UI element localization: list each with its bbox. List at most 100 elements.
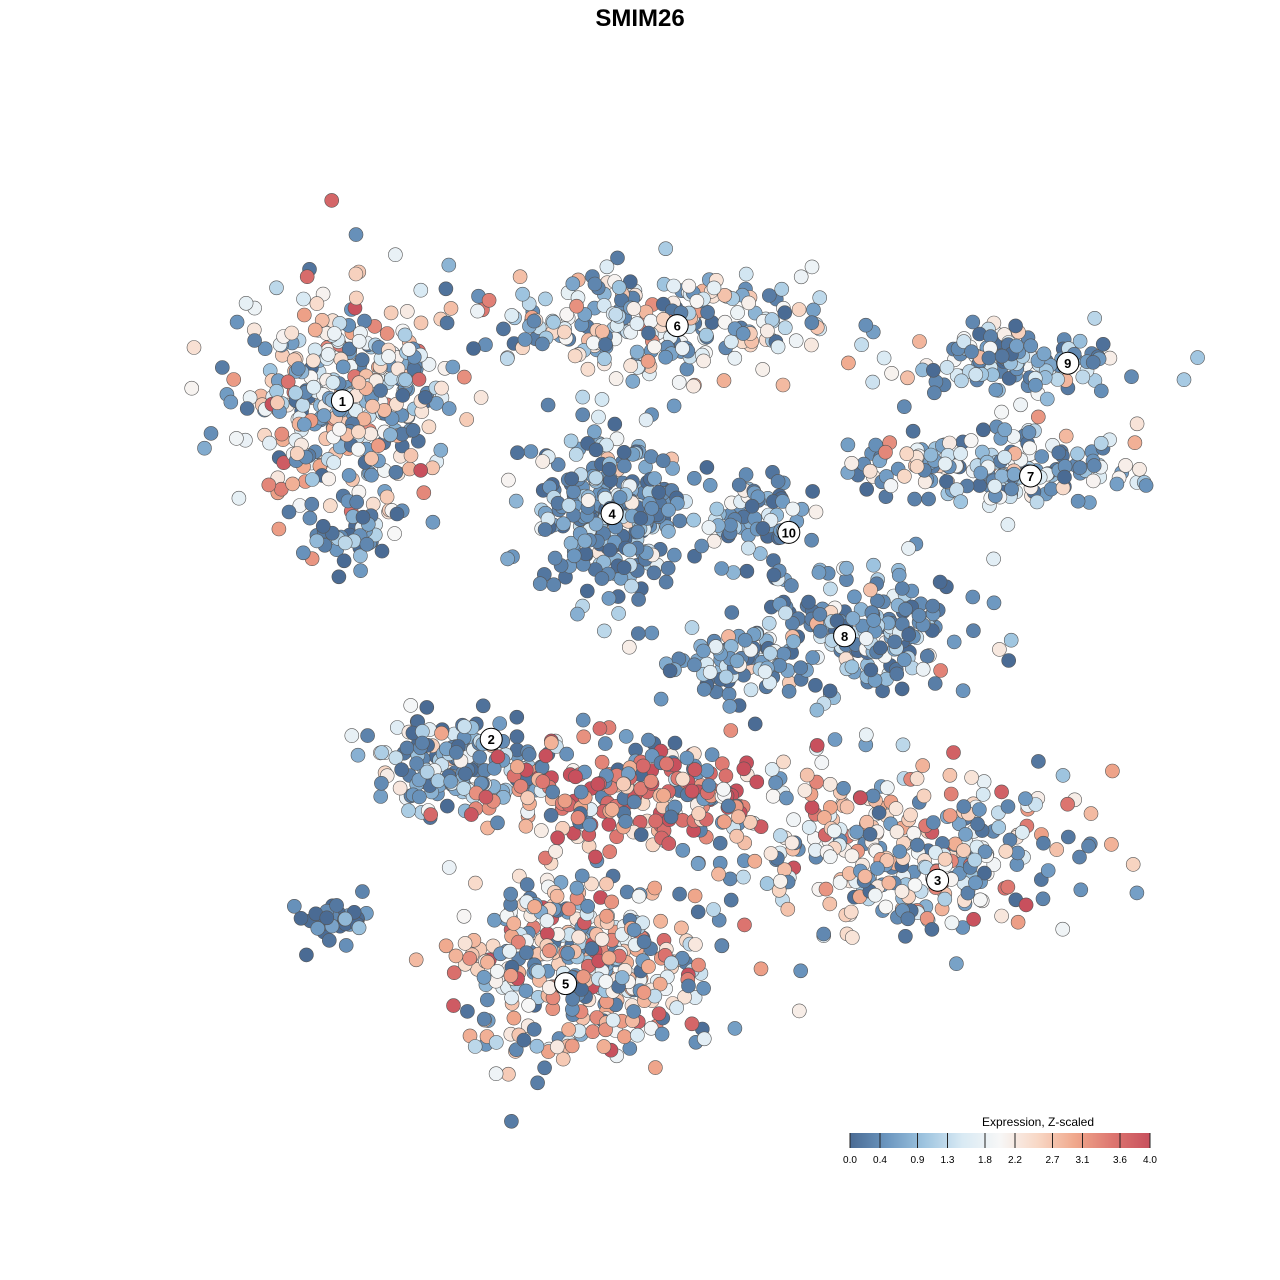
cell-point	[618, 729, 634, 744]
cell-point	[370, 438, 386, 454]
cell-point	[239, 401, 255, 416]
cell-point	[286, 898, 302, 914]
cell-point	[775, 377, 791, 393]
cell-point	[601, 950, 617, 966]
cell-point	[870, 861, 885, 876]
cell-point	[307, 322, 323, 338]
cluster-label-badge	[330, 389, 354, 413]
cell-point	[512, 269, 528, 285]
cell-point	[310, 921, 326, 936]
cell-point	[513, 778, 529, 794]
cell-point	[389, 506, 405, 522]
cell-point	[675, 842, 691, 858]
cell-point	[1013, 397, 1028, 413]
cell-point	[768, 775, 783, 791]
cell-point	[953, 494, 969, 510]
cell-point	[476, 1011, 492, 1027]
cell-point	[939, 360, 955, 375]
cell-point	[569, 298, 584, 314]
cell-point	[1125, 857, 1141, 872]
cell-point	[770, 339, 786, 355]
cell-point	[1050, 372, 1065, 387]
cluster-label-9: 9	[1056, 351, 1080, 375]
cell-point	[383, 427, 398, 443]
cell-point	[689, 293, 705, 309]
cell-point	[501, 1066, 516, 1082]
cell-point	[546, 577, 562, 593]
cell-point	[804, 532, 819, 548]
cell-point	[229, 314, 245, 330]
cell-point	[915, 661, 931, 677]
cell-point	[888, 801, 904, 816]
cell-point	[943, 786, 959, 802]
cell-point	[542, 943, 557, 959]
cell-point	[706, 533, 722, 549]
cell-point	[892, 844, 908, 859]
cell-point	[579, 583, 595, 599]
cell-point	[588, 516, 604, 532]
cell-point	[383, 305, 399, 321]
cell-point	[459, 412, 475, 427]
cell-point	[972, 892, 988, 908]
cell-point	[481, 292, 497, 308]
cell-point	[698, 327, 714, 343]
cell-point	[702, 477, 718, 493]
cell-point	[555, 1051, 571, 1067]
cell-point	[608, 371, 624, 386]
cell-point	[644, 500, 660, 516]
cell-point	[598, 337, 613, 352]
cell-point	[714, 938, 730, 954]
cell-point	[387, 526, 402, 541]
cell-point	[570, 810, 586, 826]
cell-point	[1176, 372, 1192, 388]
cell-point	[901, 541, 916, 556]
cell-point	[573, 784, 589, 800]
cell-point	[1061, 829, 1076, 845]
cell-point	[353, 563, 368, 579]
cell-point	[247, 333, 262, 348]
cell-point	[617, 1029, 632, 1044]
cell-point	[942, 435, 957, 451]
cell-point	[565, 276, 581, 292]
cell-point	[718, 768, 734, 784]
cell-point	[690, 856, 706, 872]
cell-point	[363, 426, 378, 442]
cell-point	[909, 459, 925, 474]
cell-point	[647, 880, 663, 896]
cluster-label-text: 8	[841, 629, 848, 644]
cell-point	[446, 998, 461, 1013]
cell-point	[269, 280, 284, 296]
cell-point	[626, 301, 642, 316]
cell-point	[743, 682, 759, 698]
cell-point	[793, 269, 809, 285]
cell-point	[566, 484, 581, 500]
cell-point	[598, 974, 614, 989]
cell-point	[355, 509, 371, 525]
cell-point	[822, 896, 838, 912]
cell-point	[666, 278, 682, 294]
cell-point	[723, 892, 739, 908]
cell-point	[797, 783, 813, 798]
cell-point	[716, 373, 732, 388]
cell-point	[972, 802, 987, 817]
cell-point	[425, 514, 441, 530]
cell-point	[647, 471, 662, 486]
cell-point	[763, 846, 779, 861]
cell-point	[417, 390, 433, 405]
cell-point	[701, 520, 717, 535]
cell-point	[641, 959, 656, 974]
cell-point	[907, 491, 922, 507]
cell-point	[504, 308, 520, 323]
cell-point	[409, 756, 424, 771]
cell-point	[624, 578, 639, 594]
cell-point	[526, 1022, 542, 1037]
cell-point	[675, 771, 691, 787]
cell-point	[468, 875, 483, 891]
cell-point	[772, 658, 788, 673]
cell-point	[635, 758, 651, 774]
cell-point	[900, 370, 915, 386]
cell-point	[812, 607, 828, 622]
cell-point	[568, 769, 583, 785]
cell-point	[443, 774, 459, 789]
cell-point	[944, 915, 960, 931]
